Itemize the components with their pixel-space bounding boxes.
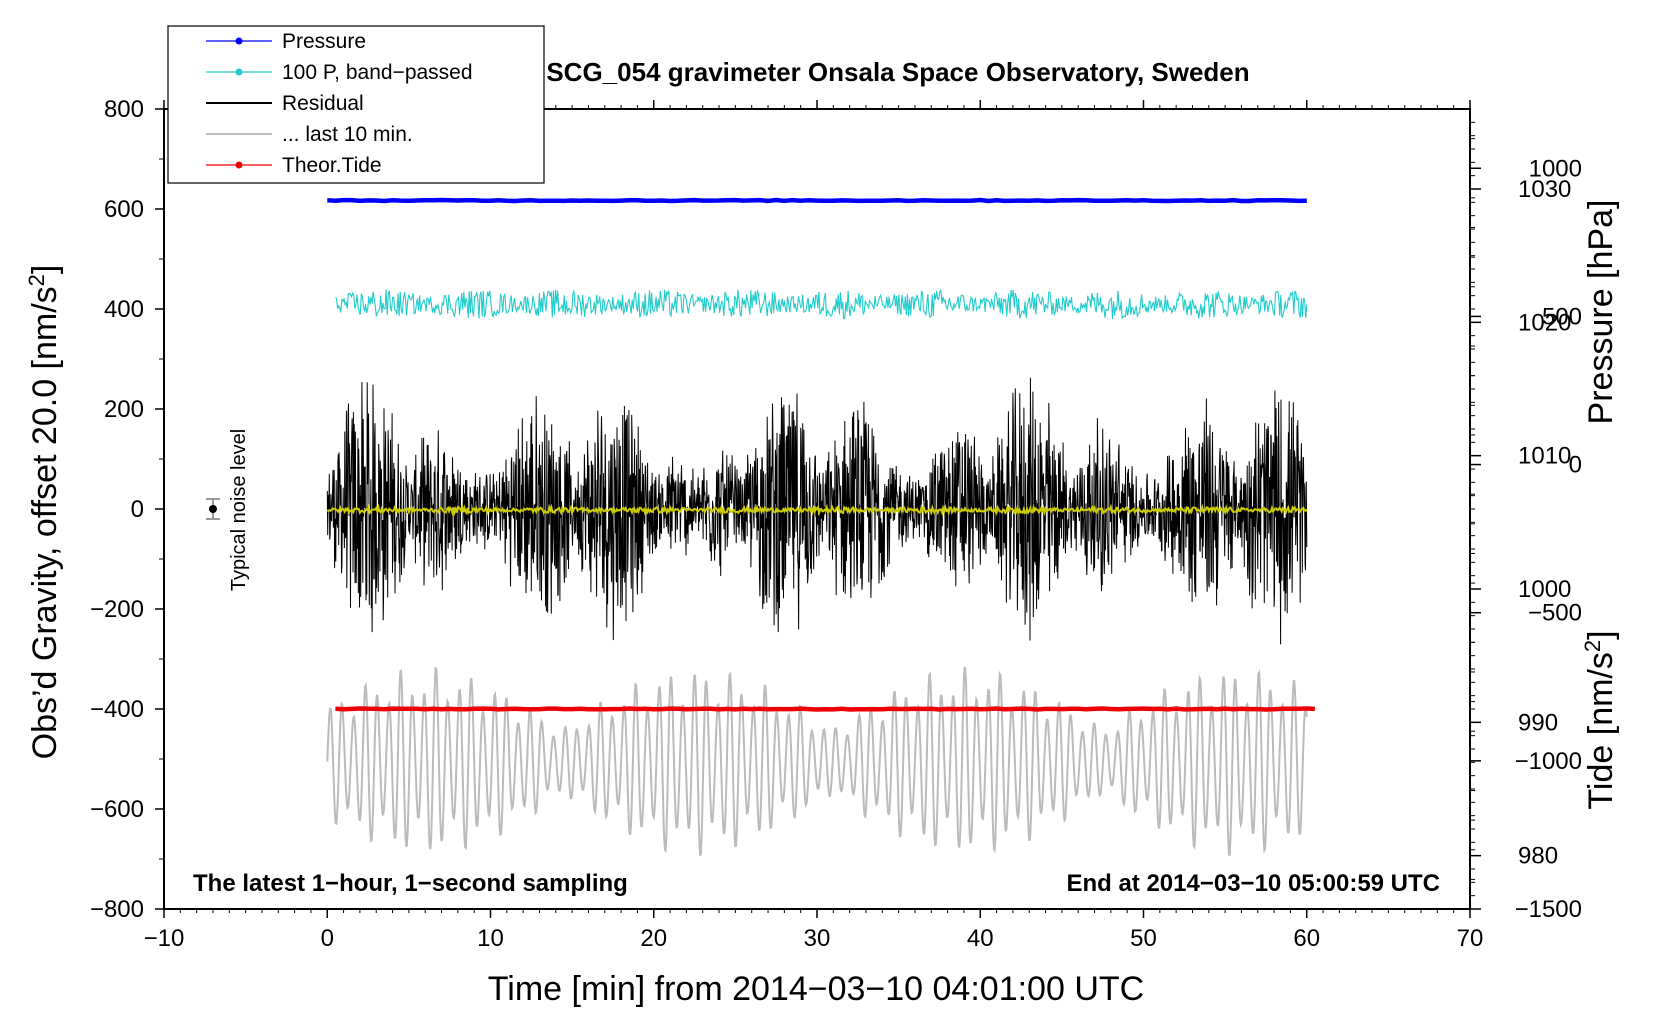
- series-layer: [326, 197, 1316, 857]
- legend-label: Pressure: [282, 30, 366, 53]
- legend: Pressure 100 P, band−passed Residual ... la…: [167, 25, 545, 184]
- x-tick-label: 60: [1293, 925, 1320, 952]
- y-tick-label: 600: [104, 196, 144, 223]
- noise-point: [208, 505, 217, 513]
- pressure-tick-label: 980: [1518, 843, 1558, 870]
- y-axis-left-title: Obs’d Gravity, offset 20.0 [nm/s2]: [24, 265, 65, 760]
- pressure-tick-label: 1010: [1518, 443, 1571, 470]
- ticks-layer: −10 0 10 20 30 40 50 60 708006004002000−200−400−…: [90, 96, 1582, 952]
- y-axis-tide-title-sup: 2: [1580, 640, 1605, 652]
- y-tick-label: −600: [90, 796, 144, 823]
- x-tick-label: 50: [1130, 925, 1157, 952]
- y-axis-pressure-title: Pressure [hPa]: [1582, 200, 1620, 425]
- legend-label: Theor.Tide: [282, 154, 382, 177]
- noise-marker: [205, 498, 220, 520]
- x-tick-label: −10: [144, 925, 185, 952]
- tide-tick-label: 1000: [1529, 155, 1582, 182]
- pressure-tick-label: 1020: [1518, 309, 1571, 336]
- y-axis-left-title-sup: 2: [24, 274, 49, 286]
- series-pressure: [327, 197, 1307, 204]
- x-tick-label: 20: [640, 925, 667, 952]
- y-tick-label: 400: [104, 296, 144, 323]
- y-axis-left-title-end: ]: [26, 265, 64, 274]
- legend-box: [167, 25, 545, 184]
- tide-tick-label: 500: [1542, 303, 1582, 330]
- y-tick-label: 200: [104, 396, 144, 423]
- legend-label: ... last 10 min.: [282, 123, 413, 146]
- pressure-tick-label: 990: [1518, 709, 1558, 736]
- x-axis-title: Time [min] from 2014−03−10 04:01:00 UTC: [488, 970, 1144, 1008]
- x-tick-label: 70: [1457, 925, 1484, 952]
- y-axis-tide-title: Tide [nm/s2]: [1580, 630, 1621, 809]
- series-last-10-min: [326, 666, 1308, 857]
- y-tick-label: −400: [90, 696, 144, 723]
- legend-marker: [235, 37, 243, 45]
- tide-tick-label: 0: [1569, 452, 1582, 479]
- y-tick-label: 0: [131, 496, 144, 523]
- x-tick-label: 40: [967, 925, 994, 952]
- tide-tick-label: −1000: [1515, 748, 1582, 775]
- y-axis-left-title-main: Obs’d Gravity, offset 20.0 [nm/s: [26, 286, 64, 759]
- legend-label: 100 P, band−passed: [282, 61, 473, 84]
- legend-marker: [235, 161, 243, 169]
- noise-label: Typical noise level: [228, 429, 250, 591]
- annotation-left: The latest 1−hour, 1−second sampling: [193, 870, 628, 897]
- y-tick-label: −200: [90, 596, 144, 623]
- y-axis-tide-title-end: ]: [1582, 630, 1620, 639]
- y-axis-tide-title-main: Tide [nm/s: [1582, 652, 1620, 809]
- annotation-right: End at 2014−03−10 05:00:59 UTC: [1066, 870, 1440, 897]
- y-tick-label: 800: [104, 96, 144, 123]
- pressure-tick-label: 1000: [1518, 576, 1571, 603]
- series-pressure-bandpassed: [335, 288, 1308, 320]
- series-residual-smoothed: [326, 503, 1308, 517]
- legend-items: Pressure 100 P, band−passed Residual ... la…: [206, 30, 473, 177]
- chart-title: SCG_054 gravimeter Onsala Space Observat…: [546, 57, 1249, 87]
- series-theor-tide: [335, 706, 1316, 712]
- tide-tick-label: −500: [1528, 600, 1582, 627]
- x-tick-label: 0: [321, 925, 334, 952]
- x-tick-label: 30: [804, 925, 831, 952]
- legend-label: Residual: [282, 92, 364, 115]
- y-tick-label: −800: [90, 896, 144, 923]
- series-residual: [326, 377, 1308, 645]
- pressure-tick-label: 1030: [1518, 176, 1571, 203]
- tide-tick-label: −1500: [1515, 896, 1582, 923]
- x-tick-label: 10: [477, 925, 504, 952]
- legend-marker: [235, 68, 243, 76]
